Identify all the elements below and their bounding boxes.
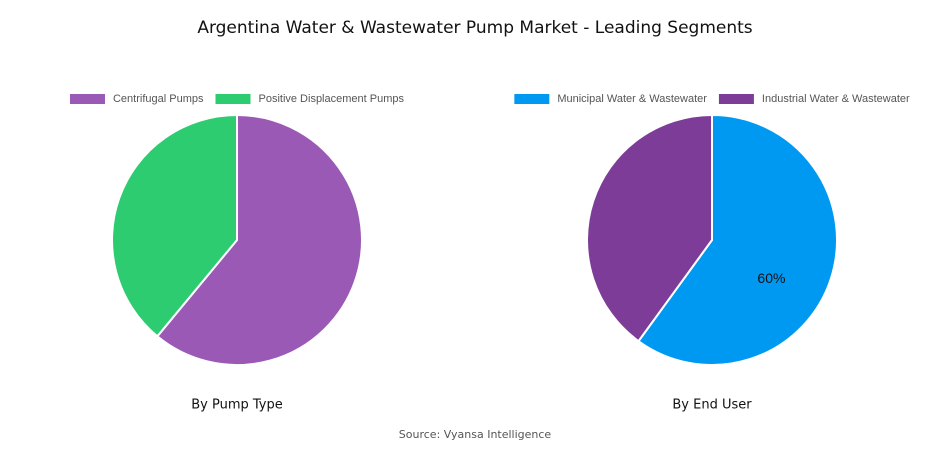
legend-swatch: [514, 94, 550, 104]
chart-subtitle: By Pump Type: [191, 398, 283, 413]
pie-slice: [111, 113, 238, 338]
pie-slice: [586, 113, 713, 343]
page-title: Argentina Water & Wastewater Pump Market…: [197, 18, 752, 38]
legend-label: Centrifugal Pumps: [113, 93, 204, 105]
pie-slice: [155, 113, 363, 366]
pie-slice: [637, 113, 838, 366]
legend-swatch: [69, 94, 105, 104]
legend-label: Positive Displacement Pumps: [258, 93, 404, 105]
legend-swatch: [215, 94, 251, 104]
legend-label: Municipal Water & Wastewater: [557, 93, 707, 105]
chart-subtitle: By End User: [672, 398, 752, 413]
value-label: 60%: [757, 270, 785, 286]
legend-label: Industrial Water & Wastewater: [762, 93, 910, 105]
legend-swatch: [718, 94, 754, 104]
source: Source: Vyansa Intelligence: [399, 428, 552, 441]
